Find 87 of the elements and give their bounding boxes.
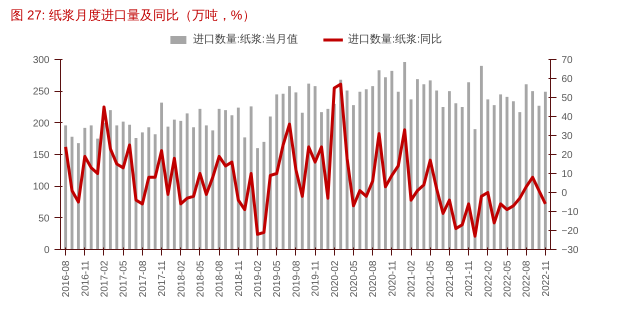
bar	[442, 107, 444, 250]
bar	[64, 125, 68, 250]
bar	[160, 102, 164, 250]
x-tick-label: 2017-11	[157, 260, 168, 296]
x-tick-label: 2018-02	[176, 260, 188, 298]
y2-tick-label: 0	[562, 188, 568, 199]
bar	[192, 127, 195, 250]
bar	[204, 125, 208, 250]
y2-tick-label: −30	[562, 245, 579, 256]
y-tick-label: 200	[32, 118, 50, 130]
bar	[288, 86, 291, 250]
line-series	[64, 82, 547, 238]
x-tick-label: 2016-11	[80, 260, 92, 296]
bar	[416, 79, 419, 250]
bar	[314, 86, 317, 250]
bar	[467, 82, 470, 250]
y2-tick-label: −20	[562, 226, 579, 237]
bar	[538, 106, 540, 250]
x-tick-label: 2021-02	[406, 260, 418, 298]
bar	[390, 70, 394, 250]
x-tick-label: 2019-02	[253, 260, 264, 298]
y2-tick-label: −10	[562, 207, 579, 218]
x-tick-label: 2018-08	[214, 260, 226, 298]
legend-label: 进口数量:纸浆:同比	[348, 32, 442, 46]
x-tick-label: 2019-08	[291, 260, 302, 298]
bar	[506, 96, 508, 250]
bar	[371, 86, 374, 250]
bar	[154, 134, 157, 250]
x-tick-label: 2020-02	[330, 260, 341, 298]
y-tick-label: 100	[32, 182, 50, 193]
x-tick-label: 2018-11	[234, 260, 245, 296]
bar	[320, 112, 323, 250]
x-tick-label: 2021-11	[464, 260, 476, 296]
x-tick-label: 2022-02	[483, 260, 494, 298]
legend-label: 进口数量:纸浆:当月值	[192, 32, 298, 46]
bar	[218, 108, 221, 250]
y2-tick-label: 30	[562, 131, 574, 142]
bar	[448, 91, 451, 250]
bar	[230, 115, 234, 250]
x-tick-label: 2021-08	[444, 260, 456, 298]
y2-tick-label: 60	[562, 74, 574, 85]
x-tick-label: 2022-08	[522, 260, 533, 298]
x-tick-label: 2017-05	[118, 260, 130, 298]
bar	[480, 66, 483, 250]
bar	[358, 92, 362, 250]
y2-tick-label: 20	[562, 150, 574, 161]
y2-tick-label: 50	[562, 93, 574, 104]
y-tick-label: 300	[32, 55, 50, 66]
bar	[339, 80, 342, 250]
bar	[102, 122, 106, 250]
bar	[108, 110, 112, 250]
bar	[282, 94, 285, 250]
x-tick-label: 2017-02	[100, 260, 110, 298]
x-tick-label: 2022-05	[502, 260, 514, 298]
x-tick-label: 2017-08	[138, 260, 149, 298]
x-tick-label: 2021-05	[426, 260, 437, 298]
y-tick-label: 250	[32, 86, 50, 98]
bar	[499, 94, 502, 250]
bar	[198, 108, 202, 250]
bar	[186, 113, 189, 250]
y2-tick-label: 10	[562, 169, 574, 180]
bar	[422, 84, 426, 250]
x-tick-label: 2019-11	[310, 260, 322, 296]
y-tick-label: 0	[44, 245, 50, 256]
x-tick-label: 2018-05	[195, 260, 206, 298]
bar	[512, 101, 515, 250]
bar	[531, 91, 534, 250]
bar	[236, 108, 240, 250]
x-tick-label: 2022-11	[540, 260, 552, 296]
x-tick-label: 2020-11	[387, 260, 398, 296]
bar	[454, 103, 458, 250]
chart-title: 图 27: 纸浆月度进口量及同比（万吨，%）	[10, 8, 256, 22]
y-tick-label: 50	[38, 213, 50, 224]
bar	[224, 110, 227, 250]
bar	[140, 132, 144, 250]
x-tick-label: 2019-05	[272, 260, 284, 298]
y-tick-label: 150	[32, 150, 50, 161]
x-tick-label: 2016-08	[61, 260, 72, 298]
x-tick-label: 2020-08	[368, 260, 380, 298]
y2-tick-label: 70	[562, 55, 574, 66]
bar	[544, 92, 547, 250]
bar	[384, 77, 387, 250]
bar	[435, 90, 438, 250]
y2-tick-label: 40	[562, 112, 574, 123]
x-tick-label: 2020-05	[348, 260, 360, 298]
bar	[352, 105, 355, 250]
bar	[486, 99, 490, 250]
